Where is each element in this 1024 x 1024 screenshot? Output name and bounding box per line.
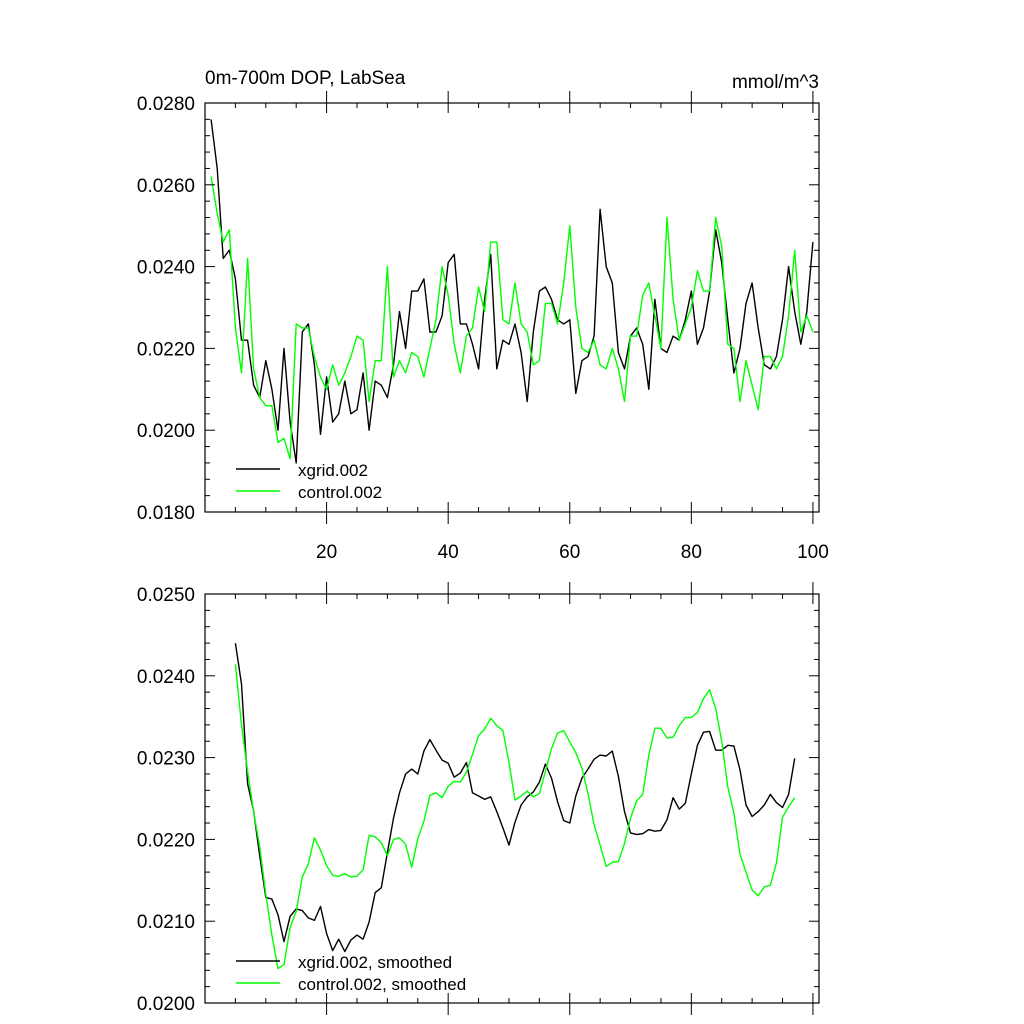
y-tick-label: 0.0250	[137, 585, 195, 606]
y-tick-label: 0.0200	[137, 994, 195, 1015]
axis-tick-labels: 0.0180 0.0200 0.0220 0.0240 0.0260 0.0280 20 40…	[137, 94, 829, 563]
plot-frame	[204, 102, 820, 513]
series-line-control-002-smoothed	[234, 664, 796, 970]
x-tick-label: 60	[559, 542, 580, 563]
axis-ticks	[205, 582, 819, 1015]
y-tick-label: 0.0280	[137, 94, 195, 115]
series-line-xgrid-002	[210, 119, 814, 464]
series-line-xgrid-002-smoothed	[234, 642, 796, 953]
legend: xgrid.002 control.002	[236, 461, 382, 502]
legend-label-xgrid: xgrid.002	[298, 461, 368, 480]
x-tick-label: 40	[438, 542, 459, 563]
y-tick-label: 0.0260	[137, 176, 195, 197]
x-tick-label: 80	[681, 542, 702, 563]
y-tick-label: 0.0210	[137, 912, 195, 933]
y-tick-label: 0.0220	[137, 339, 195, 360]
x-tick-label: 20	[316, 542, 337, 563]
chart-title: 0m-700m DOP, LabSea	[205, 68, 406, 89]
axis-tick-labels: 0.0200 0.0210 0.0220 0.0230 0.0240 0.0250	[137, 585, 195, 1015]
plot-area	[234, 642, 796, 970]
plot-area	[210, 119, 814, 464]
panel-top: 0m-700m DOP, LabSea mmol/m^3 0.0180 0.020…	[137, 68, 829, 563]
axis-ticks	[205, 91, 819, 524]
plot-frame	[204, 593, 820, 1004]
y-tick-label: 0.0180	[137, 503, 195, 524]
legend-label-control-smoothed: control.002, smoothed	[298, 975, 466, 994]
chart-units: mmol/m^3	[732, 72, 819, 93]
series-line-control-002	[210, 176, 814, 460]
legend-label-xgrid-smoothed: xgrid.002, smoothed	[298, 953, 452, 972]
legend: xgrid.002, smoothed control.002, smoothe…	[236, 953, 466, 994]
y-tick-label: 0.0240	[137, 258, 195, 279]
panel-bottom: 0.0200 0.0210 0.0220 0.0230 0.0240 0.0250 xgr…	[137, 582, 820, 1015]
y-tick-label: 0.0230	[137, 749, 195, 770]
x-tick-label: 100	[797, 542, 829, 563]
y-tick-label: 0.0220	[137, 830, 195, 851]
y-tick-label: 0.0200	[137, 421, 195, 442]
legend-label-control: control.002	[298, 483, 382, 502]
y-tick-label: 0.0240	[137, 667, 195, 688]
